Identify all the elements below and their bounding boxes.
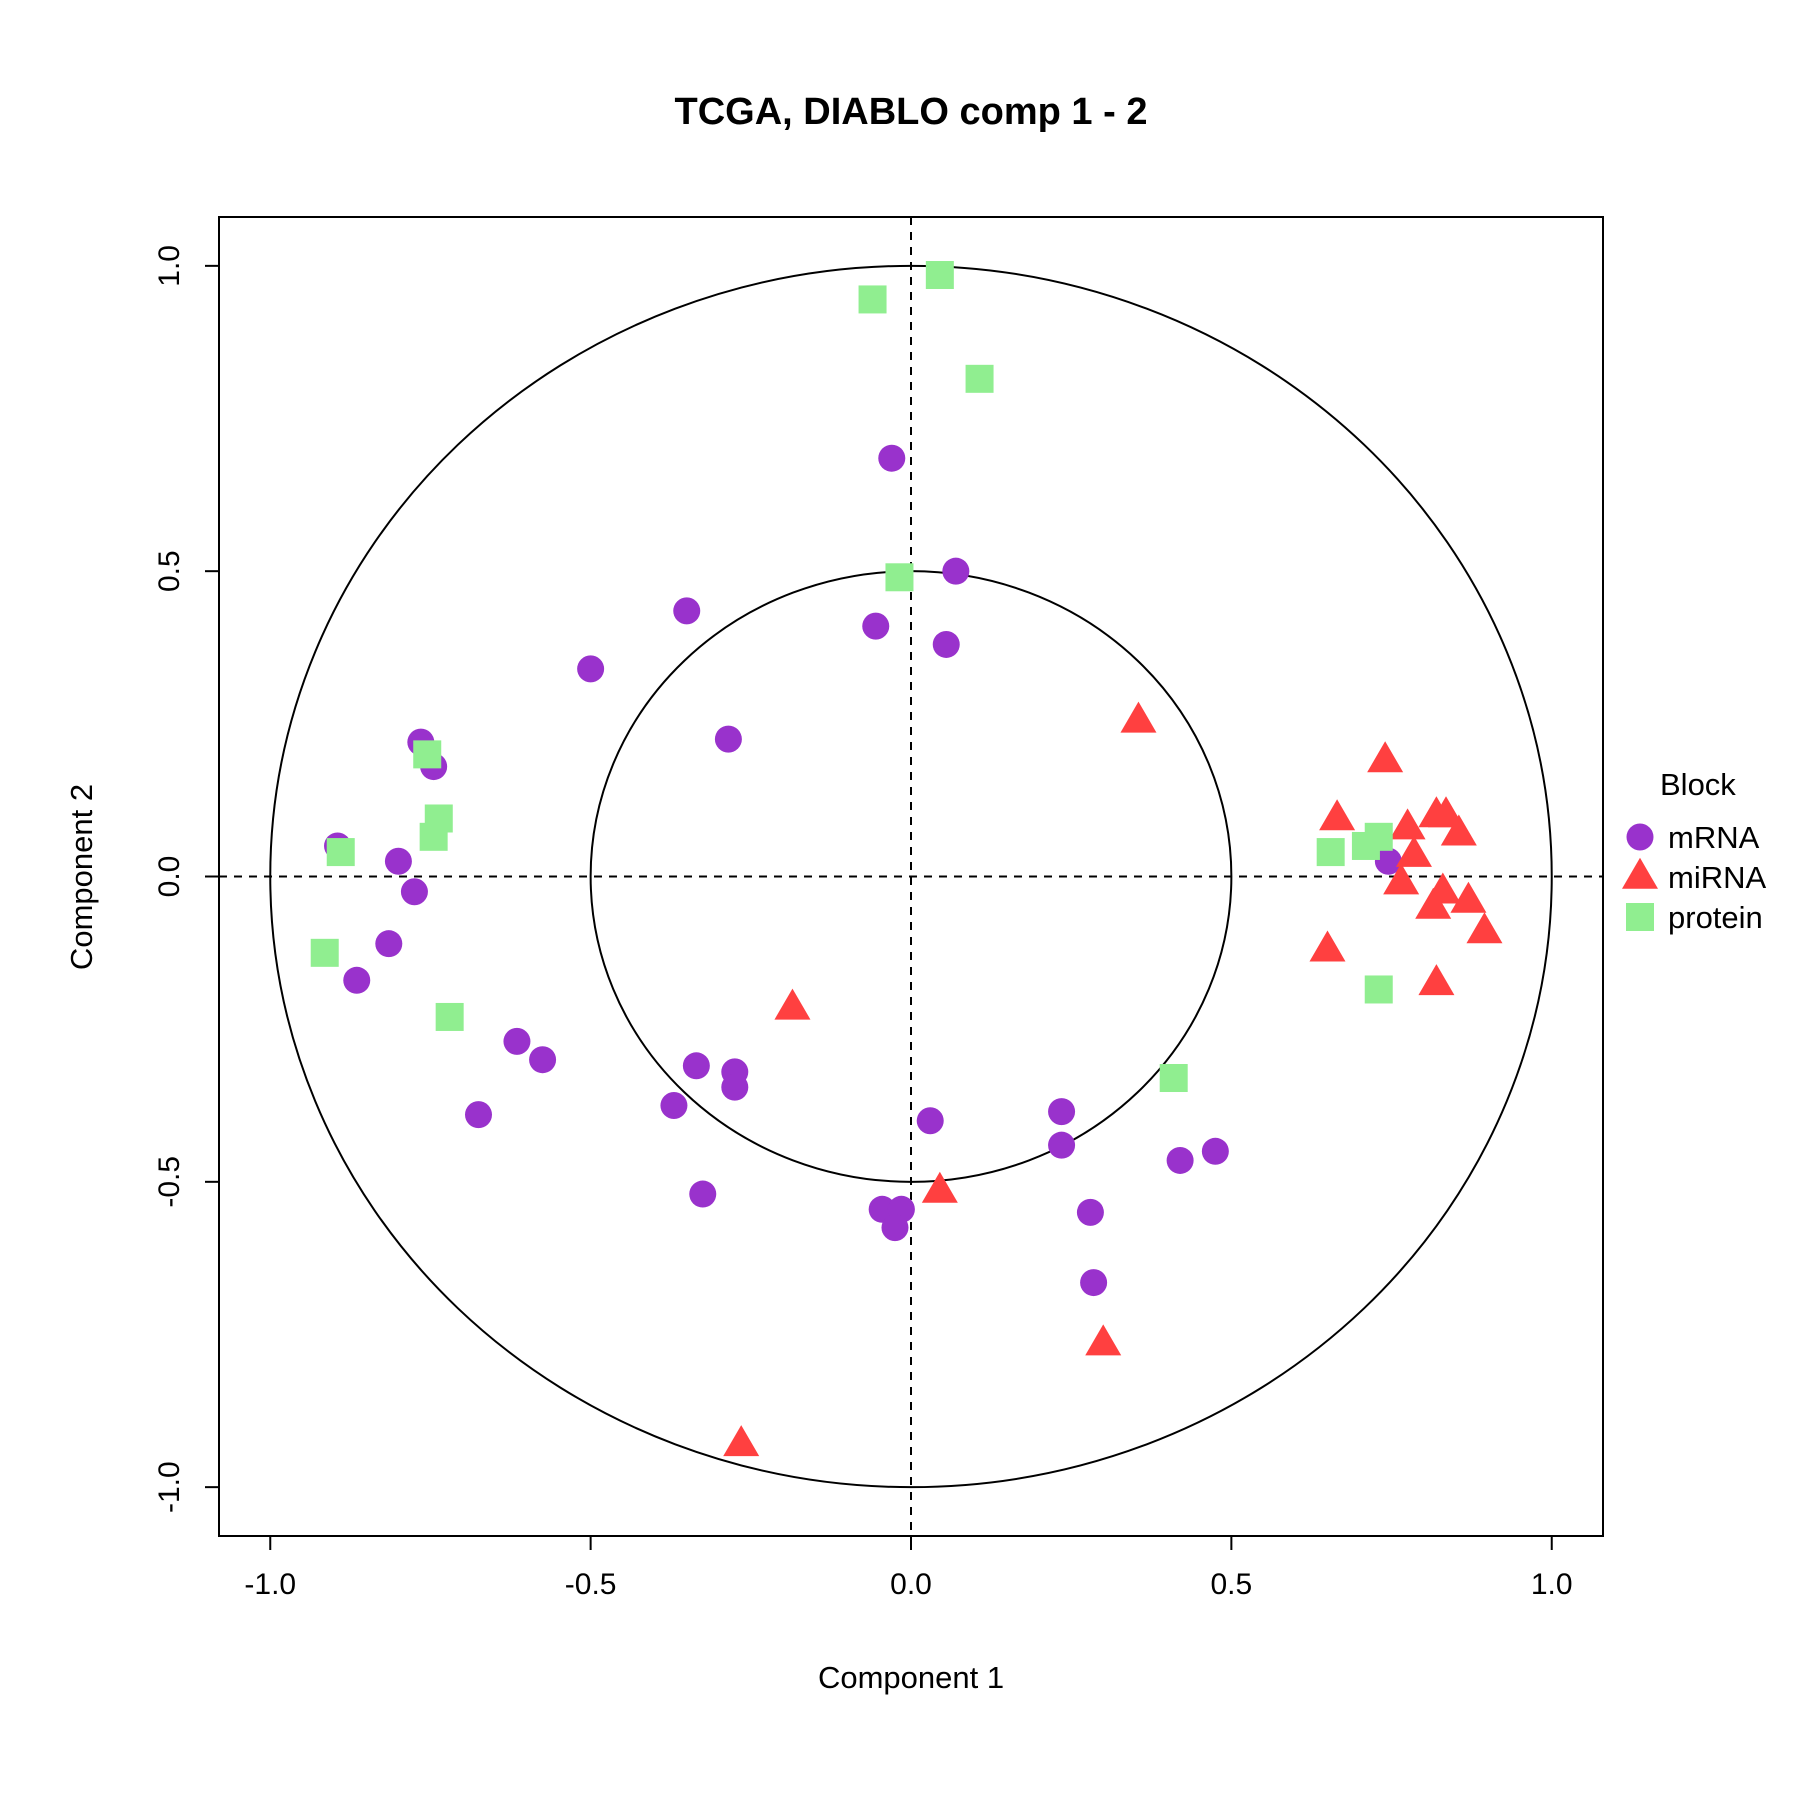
point-mirna	[1466, 912, 1503, 944]
point-protein	[858, 285, 887, 314]
point-protein	[419, 822, 448, 851]
point-mrna	[503, 1027, 531, 1055]
y-tick-label: 0.5	[153, 550, 186, 592]
x-axis-label: Component 1	[818, 1660, 1004, 1695]
point-mirna	[1415, 887, 1452, 919]
y-tick-label: -1.0	[153, 1461, 186, 1513]
point-mrna	[400, 878, 428, 906]
point-mirna	[723, 1425, 760, 1457]
point-mirna	[774, 988, 811, 1020]
point-mirna	[1085, 1324, 1122, 1356]
x-tick-label: -1.0	[244, 1568, 296, 1601]
point-mirna	[1120, 701, 1157, 733]
point-protein	[435, 1002, 464, 1031]
point-mirna	[1418, 964, 1455, 996]
legend-label-mrna: mRNA	[1668, 820, 1760, 855]
point-mirna	[1309, 930, 1346, 962]
point-mrna	[660, 1091, 688, 1119]
point-mrna	[1048, 1098, 1076, 1126]
y-axis-label: Component 2	[64, 784, 99, 970]
point-mrna	[343, 966, 371, 994]
point-mrna	[673, 597, 701, 625]
y-tick-label: -0.5	[153, 1156, 186, 1208]
legend-label-mirna: miRNA	[1668, 860, 1766, 895]
point-mrna	[1201, 1137, 1229, 1165]
chart-title: TCGA, DIABLO comp 1 - 2	[675, 91, 1148, 133]
point-mrna	[721, 1073, 749, 1101]
point-mirna	[1383, 863, 1420, 895]
point-mrna	[881, 1214, 909, 1242]
point-protein	[310, 938, 339, 967]
legend-label-protein: protein	[1668, 900, 1763, 935]
point-mrna	[1048, 1131, 1076, 1159]
point-protein	[326, 838, 355, 867]
x-tick-label: 0.5	[1211, 1568, 1253, 1601]
point-mrna	[375, 930, 403, 958]
point-protein	[885, 563, 914, 592]
point-mirna	[1319, 799, 1356, 831]
point-mrna	[682, 1052, 710, 1080]
x-tick-label: 1.0	[1531, 1568, 1573, 1601]
legend-marker-mirna	[1622, 857, 1658, 889]
point-mrna	[1080, 1269, 1108, 1297]
point-mrna	[689, 1180, 717, 1208]
point-mirna	[1450, 881, 1487, 913]
point-mrna	[384, 847, 412, 875]
point-mrna	[1076, 1198, 1104, 1226]
point-mrna	[916, 1107, 944, 1135]
y-tick-label: 1.0	[153, 245, 186, 287]
legend-marker-mrna	[1626, 823, 1654, 851]
point-protein	[413, 740, 442, 769]
point-protein	[1159, 1064, 1188, 1093]
point-protein	[1364, 975, 1393, 1004]
point-mrna	[932, 630, 960, 658]
point-mrna	[714, 725, 742, 753]
point-protein	[1364, 822, 1393, 851]
point-protein	[925, 261, 954, 290]
point-mrna	[529, 1046, 557, 1074]
point-mrna	[577, 655, 605, 683]
x-tick-label: -0.5	[565, 1568, 617, 1601]
point-mrna	[878, 444, 906, 472]
point-mirna	[1389, 808, 1426, 840]
point-mirna	[1395, 835, 1432, 867]
point-mrna	[1166, 1146, 1194, 1174]
axes: -1.0 -0.5 0.0 0.5 1.0 -1.0 -0.5 0.0 0.5 1.0	[153, 216, 1604, 1601]
point-mrna	[1374, 847, 1402, 875]
data-points	[310, 261, 1503, 1457]
point-mrna	[862, 612, 890, 640]
point-protein	[965, 364, 994, 393]
legend: Block mRNA miRNA protein	[1622, 767, 1766, 935]
point-mirna	[1440, 814, 1477, 846]
point-mirna	[1428, 796, 1465, 828]
point-protein	[1316, 838, 1345, 867]
legend-title: Block	[1660, 767, 1736, 802]
x-tick-label: 0.0	[890, 1568, 932, 1601]
point-mirna	[1367, 741, 1404, 773]
y-tick-label: 0.0	[153, 856, 186, 898]
plot-area	[219, 217, 1603, 1536]
point-mrna	[465, 1101, 492, 1129]
point-mirna	[921, 1171, 958, 1203]
point-mrna	[942, 557, 970, 585]
legend-marker-protein	[1626, 903, 1654, 931]
